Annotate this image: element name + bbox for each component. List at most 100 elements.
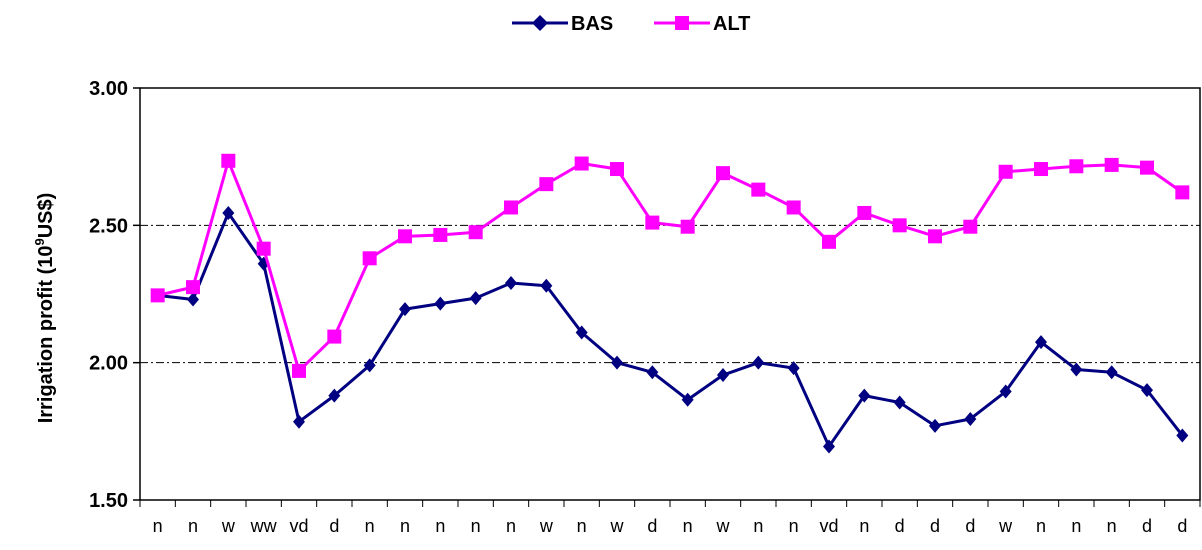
data-point-alt (822, 234, 836, 249)
data-point-alt (645, 215, 660, 230)
data-point-alt (574, 156, 589, 171)
data-point-bas (187, 292, 199, 307)
y-tick-label: 2.50 (89, 215, 128, 237)
data-point-alt (751, 182, 766, 197)
x-tick-label: n (859, 516, 869, 536)
x-tick-label: ww (250, 516, 278, 536)
x-tick-label: d (329, 516, 339, 536)
data-point-alt (928, 229, 942, 244)
data-point-alt (150, 288, 165, 303)
data-point-alt (362, 251, 377, 266)
data-point-bas (752, 355, 765, 370)
data-point-bas (823, 439, 835, 454)
data-point-bas (505, 276, 517, 291)
x-tick-label: d (930, 516, 940, 536)
data-point-bas (717, 368, 729, 383)
series-alt (150, 153, 1190, 378)
data-point-bas (893, 395, 906, 410)
y-axis: 1.50 2.00 2.50 3.00 (89, 78, 140, 512)
data-point-alt (327, 329, 342, 344)
data-point-alt (716, 166, 730, 181)
data-point-alt (256, 241, 271, 256)
legend-marker-alt (675, 16, 689, 30)
x-tick-label: vd (819, 516, 838, 536)
x-tick-label: vd (289, 516, 308, 536)
data-point-bas (858, 388, 871, 403)
data-point-alt (1034, 162, 1048, 177)
data-point-bas (964, 411, 977, 426)
data-point-alt (786, 200, 801, 215)
data-point-alt (539, 177, 554, 192)
data-point-alt (468, 225, 483, 240)
data-point-bas (1070, 362, 1083, 377)
data-point-alt (857, 205, 872, 220)
data-point-alt (292, 363, 306, 378)
data-point-bas (469, 291, 482, 306)
x-tick-label: n (1036, 516, 1046, 536)
data-point-bas (611, 355, 623, 370)
x-tick-label: n (789, 516, 799, 536)
x-tick-label: d (965, 516, 975, 536)
x-tick-label: w (221, 516, 236, 536)
data-point-alt (186, 280, 200, 295)
x-tick-label: n (471, 516, 481, 536)
x-tick-label: d (1177, 516, 1187, 536)
data-point-alt (892, 218, 907, 233)
legend-label-bas: BAS (571, 13, 613, 35)
data-point-alt (221, 153, 236, 168)
legend: BAS ALT (512, 13, 750, 35)
data-point-alt (433, 227, 448, 242)
data-point-alt (1175, 185, 1190, 200)
data-point-alt (1069, 159, 1084, 174)
data-point-alt (398, 229, 412, 244)
data-point-bas (363, 358, 376, 373)
x-tick-label: w (610, 516, 625, 536)
series-line-alt (157, 159, 1184, 373)
x-tick-label: n (153, 516, 163, 536)
data-point-alt (680, 219, 695, 234)
data-point-alt (998, 164, 1013, 179)
data-point-bas (681, 392, 694, 407)
x-tick-label: n (188, 516, 198, 536)
data-point-bas (540, 278, 553, 293)
series-bas (151, 205, 1189, 454)
x-tick-label: w (716, 516, 731, 536)
legend-item-bas: BAS (512, 13, 613, 35)
data-point-bas (1035, 335, 1047, 350)
x-tick-label: n (1107, 516, 1117, 536)
y-tick-label: 2.00 (89, 353, 128, 375)
x-axis: n n w ww vd d n n n n n w n w d n w n n vd n d d d w n n n d d (139, 500, 1201, 536)
data-point-bas (1141, 383, 1153, 398)
data-point-alt (1104, 157, 1119, 172)
y-tick-label: 1.50 (89, 490, 128, 512)
x-tick-label: d (895, 516, 905, 536)
data-point-alt (504, 200, 518, 215)
data-point-bas (399, 302, 411, 317)
x-tick-label: d (647, 516, 657, 536)
x-tick-label: n (435, 516, 445, 536)
x-tick-label: w (998, 516, 1013, 536)
data-point-bas (328, 388, 341, 403)
series-group (150, 153, 1190, 454)
x-tick-label: n (400, 516, 410, 536)
plot-area (139, 87, 1201, 501)
data-point-alt (963, 219, 978, 234)
x-tick-label: n (365, 516, 375, 536)
legend-item-alt: ALT (654, 13, 750, 35)
data-point-bas (293, 414, 305, 429)
data-point-bas (646, 365, 659, 380)
legend-label-alt: ALT (713, 13, 750, 35)
data-point-alt (610, 162, 624, 177)
x-tick-label: n (683, 516, 693, 536)
series-line-bas (157, 211, 1184, 448)
data-point-bas (929, 418, 941, 433)
data-point-bas (1105, 365, 1118, 380)
data-point-bas (575, 325, 588, 340)
x-tick-label: w (539, 516, 554, 536)
x-tick-label: d (1142, 516, 1152, 536)
x-tick-label: n (577, 516, 587, 536)
y-axis-label: Irrigation profit (109US$) (32, 193, 57, 424)
y-tick-label: 3.00 (89, 78, 128, 100)
x-tick-label: n (753, 516, 763, 536)
